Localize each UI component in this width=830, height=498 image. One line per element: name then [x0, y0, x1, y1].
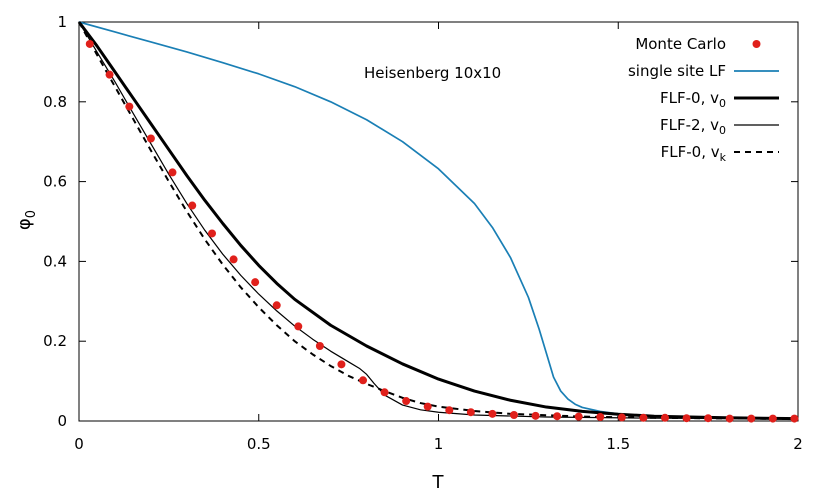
data-point — [660, 413, 669, 422]
legend-label-sub: 0 — [719, 97, 726, 110]
data-point — [790, 414, 799, 423]
data-point — [251, 278, 260, 287]
y-axis-label-main: φ — [14, 218, 35, 230]
data-point — [531, 411, 540, 420]
data-point — [768, 414, 777, 423]
data-point — [105, 70, 114, 79]
y-tick-label: 0 — [57, 412, 67, 430]
data-point — [272, 301, 281, 310]
y-axis-label: φ0 — [14, 210, 39, 230]
data-point — [445, 406, 454, 415]
data-point — [466, 408, 475, 417]
x-tick-label: 0.5 — [247, 435, 271, 453]
y-axis-label-group: φ0 — [14, 210, 39, 230]
data-point — [229, 255, 238, 264]
series-line — [78, 21, 799, 420]
data-point — [423, 402, 432, 411]
data-point — [639, 413, 648, 422]
data-point — [125, 102, 134, 111]
data-point — [359, 376, 368, 385]
x-tick-label: 2 — [793, 435, 803, 453]
annotation: Heisenberg 10x10 — [364, 64, 501, 82]
y-tick-label: 0.6 — [43, 173, 67, 191]
x-tick-label: 0 — [74, 435, 84, 453]
data-point — [704, 414, 713, 423]
legend-label: FLF-0, v0 — [660, 89, 726, 110]
legend-label: Monte Carlo — [635, 35, 726, 53]
data-point — [402, 397, 411, 406]
x-tick-label: 1.5 — [606, 435, 630, 453]
x-axis-label: T — [432, 472, 445, 493]
data-point — [488, 409, 497, 418]
legend-label-sub: k — [720, 151, 727, 164]
series-line — [77, 21, 799, 421]
y-tick-label: 0.2 — [43, 332, 67, 350]
legend-label-main: single site LF — [628, 62, 726, 80]
legend-label-main: FLF-0, v — [660, 89, 719, 107]
data-point — [725, 414, 734, 423]
data-point — [596, 413, 605, 422]
legend-label-main: FLF-2, v — [660, 116, 719, 134]
data-point — [294, 322, 303, 331]
legend-label: single site LF — [628, 62, 726, 80]
data-point — [85, 39, 94, 48]
data-point — [380, 388, 389, 397]
series-layer — [77, 21, 799, 423]
series-line — [78, 21, 799, 420]
data-point — [553, 412, 562, 421]
legend-label-main: Monte Carlo — [635, 35, 726, 53]
x-tick-label: 1 — [434, 435, 444, 453]
data-point — [617, 413, 626, 422]
y-axis-label-sub: 0 — [24, 210, 39, 218]
data-point — [168, 168, 177, 177]
data-point — [509, 411, 518, 420]
legend-label: FLF-0, vk — [661, 143, 727, 164]
data-point — [574, 412, 583, 421]
data-point — [146, 134, 155, 143]
y-tick-label: 0.8 — [43, 93, 67, 111]
legend-label-main: FLF-0, v — [661, 143, 720, 161]
ticks: 0 0.5 1 1.5 2 0 0.2 0.4 0.6 0.8 1 — [43, 13, 803, 453]
data-point — [315, 341, 324, 350]
legend-label: FLF-2, v0 — [660, 116, 726, 137]
legend-label-sub: 0 — [719, 124, 726, 137]
data-point — [337, 360, 346, 369]
y-tick-label: 1 — [57, 13, 67, 31]
data-point — [208, 229, 217, 238]
data-point — [747, 414, 756, 423]
y-tick-label: 0.4 — [43, 252, 67, 270]
data-point — [188, 201, 197, 210]
legend-marker — [752, 40, 761, 48]
data-point — [682, 414, 691, 423]
